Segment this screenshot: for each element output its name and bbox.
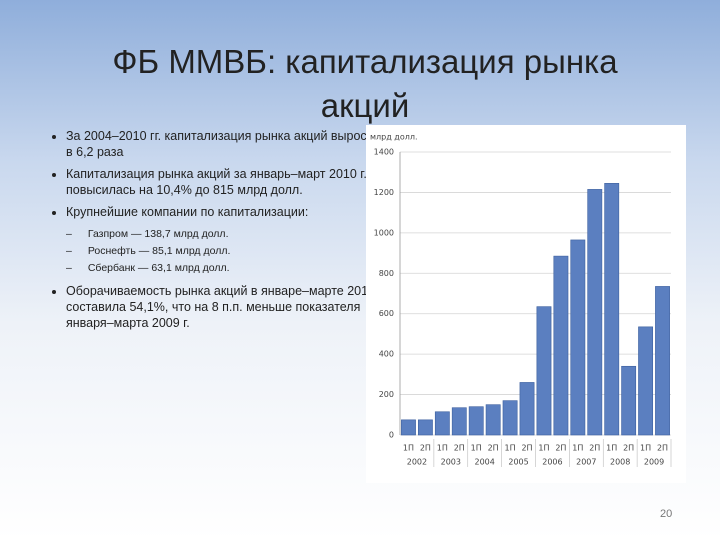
bar [621, 365, 637, 436]
bullet-text: Оборачиваемость рынка акций в январе–мар… [66, 284, 386, 330]
slide-title: ФБ ММВБ: капитализация рынка акций [112, 43, 618, 124]
x-tick-label: 1П [505, 444, 516, 453]
x-tick-label: 2П [420, 444, 431, 453]
sub-list: Газпром — 138,7 млрд долл.Роснефть — 85,… [66, 226, 386, 277]
y-tick-label: 0 [389, 431, 394, 440]
bar [638, 326, 654, 436]
group-label: 2004 [475, 458, 495, 467]
x-tick-label: 1П [538, 444, 549, 453]
y-tick-label: 1200 [374, 188, 394, 197]
bullet-text: Капитализация рынка акций за январь–март… [66, 167, 367, 197]
group-label: 2009 [644, 458, 664, 467]
bullet: Капитализация рынка акций за январь–март… [66, 166, 386, 198]
y-tick-label: 400 [379, 350, 394, 359]
bar [502, 400, 518, 436]
group-label: 2002 [407, 458, 427, 467]
x-tick-label: 1П [403, 444, 414, 453]
sub-bullet: Роснефть — 85,1 млрд долл. [72, 243, 386, 260]
x-tick-label: 2П [454, 444, 465, 453]
bar [417, 419, 433, 436]
chart-box: млрд долл. 0 200 400 600 800 1000 1200 1400 1П 2П… [366, 125, 686, 483]
bar [434, 411, 450, 436]
y-axis-label: млрд долл. [370, 133, 418, 142]
sub-bullet: Газпром — 138,7 млрд долл. [72, 226, 386, 243]
group-label: 2006 [542, 458, 562, 467]
bar [553, 255, 569, 436]
bullet: Крупнейшие компании по капитализации: Газ… [66, 204, 386, 277]
x-tick-label: 2П [589, 444, 600, 453]
bar [604, 183, 620, 436]
bar [570, 239, 586, 436]
bullet-text: За 2004–2010 гг. капитализация рынка акц… [66, 129, 381, 159]
y-tick-label: 200 [379, 390, 394, 399]
x-tick-label: 1П [471, 444, 482, 453]
x-tick-label: 1П [572, 444, 583, 453]
bullet: За 2004–2010 гг. капитализация рынка акц… [66, 128, 386, 160]
x-tick-label: 2П [521, 444, 532, 453]
chart: млрд долл. 0 200 400 600 800 1000 1200 1400 1П 2П… [370, 133, 672, 467]
group-label: 2005 [508, 458, 528, 467]
sub-bullet: Сбербанк — 63,1 млрд долл. [72, 260, 386, 277]
bar [587, 189, 603, 436]
bullet-text: Крупнейшие компании по капитализации: [66, 205, 309, 219]
y-tick-label: 1400 [374, 148, 394, 157]
x-tick-label: 2П [555, 444, 566, 453]
x-tick-label: 1П [437, 444, 448, 453]
y-tick-label: 600 [379, 309, 394, 318]
y-tick-label: 1000 [374, 228, 394, 237]
bar [536, 306, 552, 436]
bullet: Оборачиваемость рынка акций в январе–мар… [66, 283, 386, 331]
bar [468, 406, 484, 436]
page-number: 20 [660, 508, 673, 520]
bullet-list: За 2004–2010 гг. капитализация рынка акц… [40, 128, 386, 337]
x-tick-label: 2П [488, 444, 499, 453]
bar [655, 286, 670, 436]
x-tick-label: 1П [640, 444, 651, 453]
group-label: 2008 [610, 458, 630, 467]
x-tick-label: 1П [606, 444, 617, 453]
x-tick-label: 2П [657, 444, 668, 453]
x-tick-label: 2П [623, 444, 634, 453]
bar [485, 404, 501, 436]
group-label: 2003 [441, 458, 461, 467]
bar [401, 419, 416, 436]
y-tick-label: 800 [379, 269, 394, 278]
bar [519, 382, 535, 436]
group-label: 2007 [576, 458, 596, 467]
bar [451, 407, 467, 436]
